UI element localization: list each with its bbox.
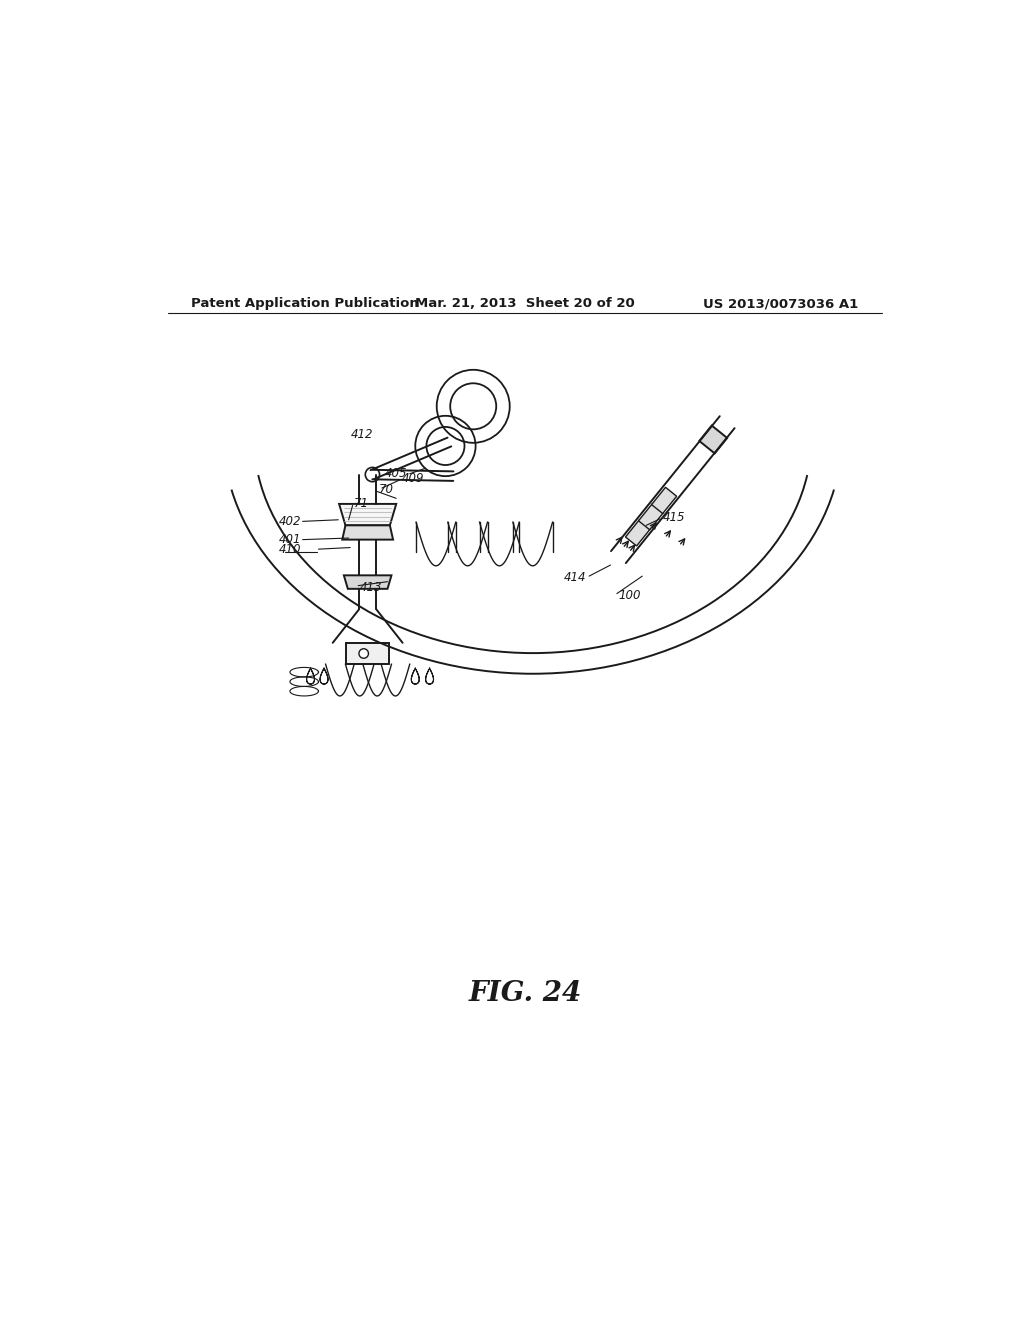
Text: 414: 414 — [564, 572, 587, 585]
Circle shape — [359, 648, 369, 659]
Polygon shape — [346, 643, 389, 664]
Polygon shape — [344, 576, 391, 589]
Polygon shape — [342, 525, 393, 540]
Polygon shape — [699, 425, 727, 454]
Text: 70: 70 — [379, 483, 394, 496]
Polygon shape — [639, 503, 664, 529]
Polygon shape — [651, 487, 677, 513]
Text: 401: 401 — [279, 533, 301, 546]
Text: 409: 409 — [401, 473, 424, 484]
Text: US 2013/0073036 A1: US 2013/0073036 A1 — [702, 297, 858, 310]
Text: 100: 100 — [618, 589, 641, 602]
Text: Mar. 21, 2013  Sheet 20 of 20: Mar. 21, 2013 Sheet 20 of 20 — [415, 297, 635, 310]
Text: 71: 71 — [354, 498, 370, 511]
Text: 415: 415 — [663, 511, 685, 524]
Text: FIG. 24: FIG. 24 — [468, 979, 582, 1007]
Text: 405: 405 — [385, 467, 408, 480]
Text: 402: 402 — [279, 515, 301, 528]
Polygon shape — [626, 520, 650, 546]
Text: Patent Application Publication: Patent Application Publication — [191, 297, 419, 310]
Text: 413: 413 — [359, 581, 382, 594]
Circle shape — [366, 467, 380, 482]
Polygon shape — [339, 504, 396, 525]
Text: 410: 410 — [279, 543, 301, 556]
Text: 412: 412 — [351, 429, 374, 441]
